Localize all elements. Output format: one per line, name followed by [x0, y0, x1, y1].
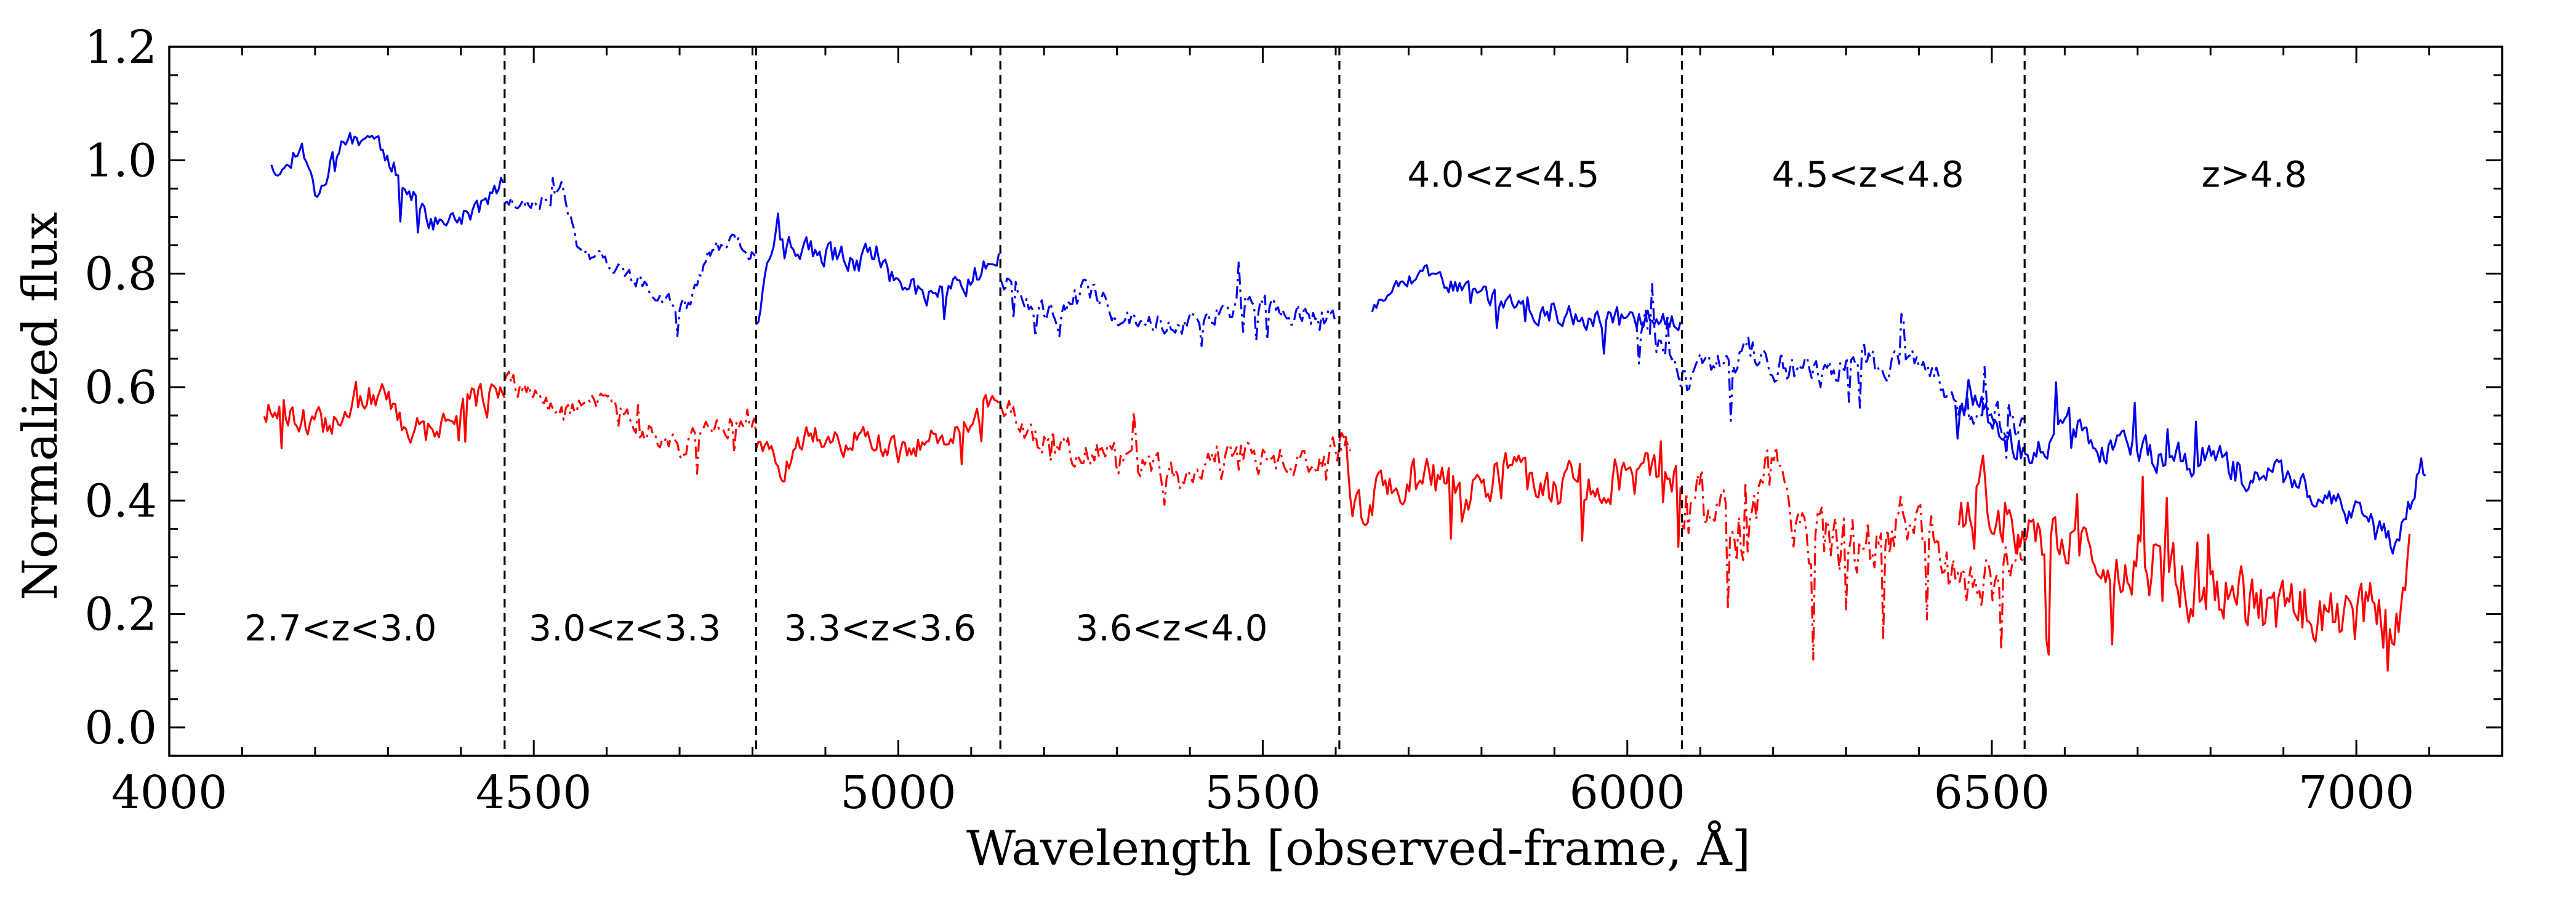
series-layer	[263, 132, 2426, 672]
spectrum-line-10	[999, 399, 1352, 506]
redshift-range-label: 3.3<z<3.6	[784, 607, 976, 649]
spectrum-line-13	[1958, 454, 2411, 672]
spectrum-line-11	[1338, 431, 1682, 548]
x-tick-label: 4000	[111, 766, 227, 819]
y-axis-label: Normalized flux	[13, 212, 68, 600]
spectrum-line-6	[1954, 379, 2426, 555]
label-layer: 2.7<z<3.0 3.0<z<3.3 3.3<z<3.6 3.6<z<4.0 4.0<…	[244, 153, 2307, 649]
redshift-range-label: 4.0<z<4.5	[1407, 153, 1599, 195]
plot-frame	[168, 46, 2503, 757]
x-tick-label: 5000	[840, 766, 956, 819]
spectrum-line-2	[755, 212, 1000, 326]
y-tick-label: 0.6	[84, 361, 157, 414]
redshift-range-label: 2.7<z<3.0	[244, 607, 436, 649]
y-tick-label: 1.0	[84, 134, 157, 187]
y-tick-label: 0.2	[84, 588, 157, 641]
spectrum-line-1	[504, 177, 757, 337]
spectrum-line-3	[999, 260, 1340, 348]
spectrum-line-7	[263, 380, 506, 449]
y-tick-label: 0.8	[84, 248, 157, 301]
redshift-range-label: 4.5<z<4.8	[1772, 153, 1964, 195]
spectrum-line-5	[1634, 283, 2024, 459]
x-tick-label: 6000	[1570, 766, 1685, 819]
axes-layer: 4000 4500 5000 5500 6000 6500 7000 0.0 0.2 0.4 0.6…	[84, 21, 2503, 819]
divider-layer	[504, 47, 2026, 756]
redshift-range-label: z>4.8	[2202, 153, 2307, 195]
x-axis-label: Wavelength [observed-frame, Å]	[966, 820, 1751, 876]
x-tick-label: 7000	[2298, 766, 2414, 819]
y-tick-label: 1.2	[84, 21, 157, 74]
spectrum-line-0	[270, 132, 504, 234]
spectrum-line-12	[1681, 446, 2024, 661]
redshift-range-label: 3.0<z<3.3	[529, 607, 721, 649]
spectrum-line-4	[1371, 264, 1682, 355]
y-tick-label: 0.4	[84, 475, 157, 527]
redshift-range-label: 3.6<z<4.0	[1075, 607, 1267, 649]
x-tick-label: 6500	[1934, 766, 2050, 819]
x-tick-label: 4500	[476, 766, 592, 819]
spectrum-line-9	[755, 394, 1000, 483]
spectrum-line-8	[504, 371, 757, 475]
y-tick-label: 0.0	[84, 702, 157, 755]
x-tick-label: 5500	[1205, 766, 1320, 819]
